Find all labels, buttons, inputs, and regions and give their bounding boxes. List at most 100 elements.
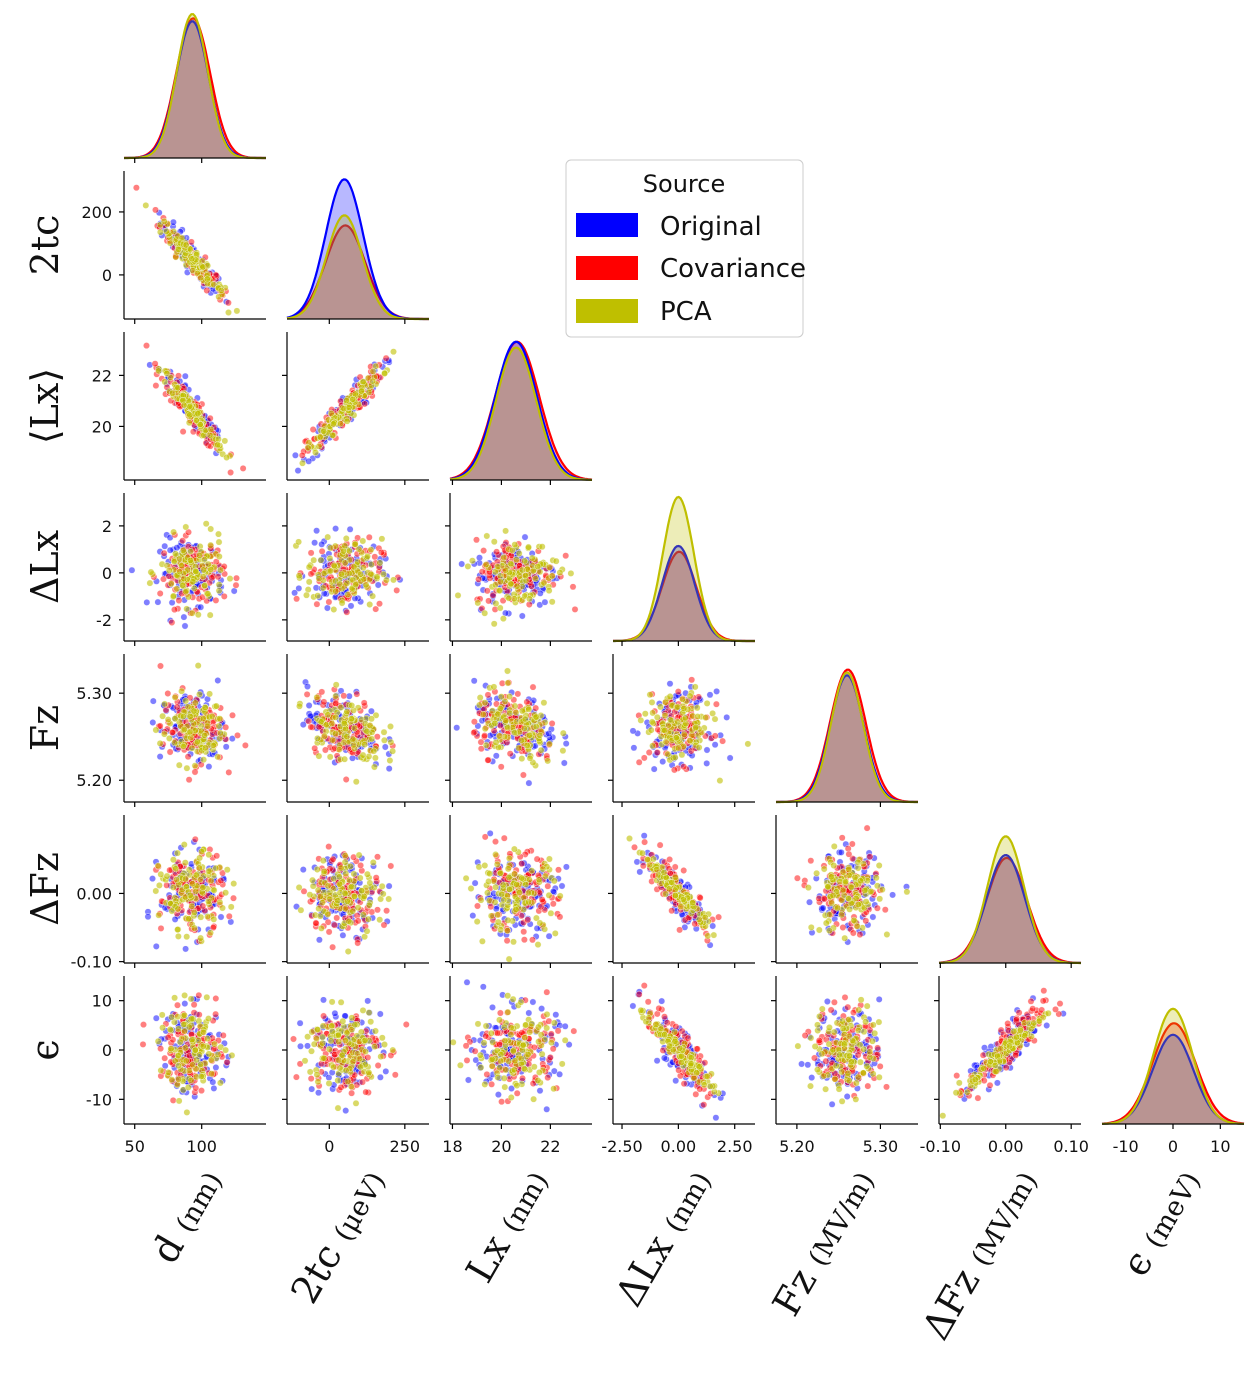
scatter-point-pca	[499, 615, 507, 622]
scatter-point-pca	[836, 878, 844, 885]
scatter-point-pca	[337, 864, 345, 872]
scatter-point-covariance	[241, 742, 249, 749]
scatter-point-pca	[507, 560, 515, 568]
scatter-point-pca	[497, 693, 505, 701]
scatter-point-pca	[367, 570, 375, 578]
scatter-point-pca	[660, 869, 668, 876]
scatter-point-original	[385, 765, 393, 772]
scatter-point-covariance	[715, 913, 722, 921]
scatter-panel-dFz-vs-Lx	[445, 815, 592, 968]
scatter-point-covariance	[354, 939, 362, 947]
scatter-point-covariance	[866, 853, 874, 861]
scatter-point-pca	[313, 866, 321, 873]
scatter-point-pca	[174, 905, 182, 913]
scatter-point-covariance	[481, 833, 489, 841]
scatter-point-covariance	[382, 354, 390, 362]
scatter-point-pca	[186, 245, 194, 253]
scatter-point-original	[205, 763, 213, 770]
scatter-point-pca	[370, 747, 378, 755]
scatter-point-pca	[182, 523, 190, 531]
scatter-point-pca	[525, 543, 532, 551]
scatter-point-pca	[359, 378, 367, 386]
scatter-point-covariance	[175, 597, 183, 604]
scatter-point-pca	[205, 898, 212, 905]
scatter-point-pca	[502, 566, 509, 574]
scatter-point-pca	[315, 905, 323, 912]
scatter-point-covariance	[544, 882, 552, 890]
scatter-panel-2tc-vs-d	[119, 171, 266, 324]
scatter-point-pca	[364, 915, 372, 923]
scatter-point-pca	[174, 926, 182, 933]
scatter-point-covariance	[165, 572, 173, 580]
scatter-point-pca	[352, 778, 360, 786]
scatter-point-pca	[494, 563, 502, 571]
scatter-point-pca	[217, 566, 224, 574]
scatter-point-pca	[207, 929, 214, 937]
scatter-point-pca	[173, 876, 181, 884]
scatter-point-pca	[188, 880, 196, 888]
scatter-point-pca	[174, 384, 182, 392]
scatter-point-covariance	[719, 737, 726, 745]
scatter-point-pca	[146, 579, 154, 587]
scatter-point-pca	[528, 867, 536, 875]
scatter-point-pca	[343, 397, 350, 404]
scatter-point-pca	[296, 702, 303, 710]
scatter-panel-dFz-vs-2tc	[282, 815, 429, 968]
scatter-point-pca	[359, 537, 367, 545]
scatter-point-pca	[207, 425, 215, 433]
scatter-point-original	[650, 765, 658, 773]
scatter-point-pca	[305, 578, 313, 586]
scatter-panel-Fz-vs-dLx	[608, 654, 755, 807]
scatter-point-pca	[682, 720, 690, 728]
scatter-point-pca	[313, 694, 321, 701]
scatter-point-pca	[216, 715, 224, 723]
scatter-point-pca	[317, 556, 325, 564]
scatter-point-pca	[648, 699, 656, 706]
scatter-point-pca	[477, 896, 485, 904]
scatter-point-pca	[226, 575, 234, 582]
scatter-point-original	[630, 744, 638, 752]
scatter-point-pca	[350, 724, 358, 732]
scatter-point-pca	[647, 726, 655, 734]
scatter-point-covariance	[307, 570, 315, 578]
scatter-point-pca	[321, 732, 328, 740]
scatter-point-original	[470, 677, 478, 685]
scatter-point-pca	[175, 761, 183, 769]
scatter-point-covariance	[374, 906, 381, 914]
scatter-point-pca	[183, 764, 191, 772]
scatter-point-pca	[473, 918, 481, 925]
scatter-point-pca	[490, 620, 498, 628]
scatter-point-pca	[359, 751, 367, 759]
scatter-point-pca	[481, 609, 489, 617]
scatter-point-pca	[192, 887, 200, 895]
scatter-point-pca	[665, 885, 673, 893]
scatter-point-covariance	[179, 428, 187, 435]
scatter-point-pca	[369, 859, 377, 866]
scatter-point-pca	[380, 728, 388, 736]
scatter-point-pca	[186, 713, 194, 720]
scatter-point-pca	[506, 885, 513, 893]
scatter-point-pca	[637, 716, 645, 724]
scatter-point-pca	[648, 718, 656, 726]
scatter-point-pca	[172, 865, 180, 873]
scatter-point-pca	[343, 417, 351, 425]
scatter-point-covariance	[680, 763, 688, 771]
scatter-point-pca	[329, 736, 337, 744]
scatter-point-pca	[371, 754, 379, 762]
scatter-point-pca	[227, 903, 235, 911]
scatter-point-pca	[299, 459, 306, 467]
scatter-point-pca	[522, 572, 529, 579]
scatter-point-pca	[380, 570, 387, 578]
scatter-point-pca	[667, 716, 674, 724]
scatter-point-covariance	[329, 855, 337, 863]
scatter-point-pca	[182, 875, 189, 883]
scatter-point-pca	[505, 955, 513, 963]
scatter-point-pca	[674, 744, 682, 752]
scatter-point-pca	[160, 730, 168, 738]
scatter-point-pca	[342, 535, 350, 542]
scatter-point-pca	[182, 241, 190, 249]
scatter-point-covariance	[152, 382, 160, 389]
scatter-point-covariance	[503, 937, 511, 945]
scatter-point-pca	[702, 714, 709, 721]
scatter-point-original	[318, 540, 326, 548]
